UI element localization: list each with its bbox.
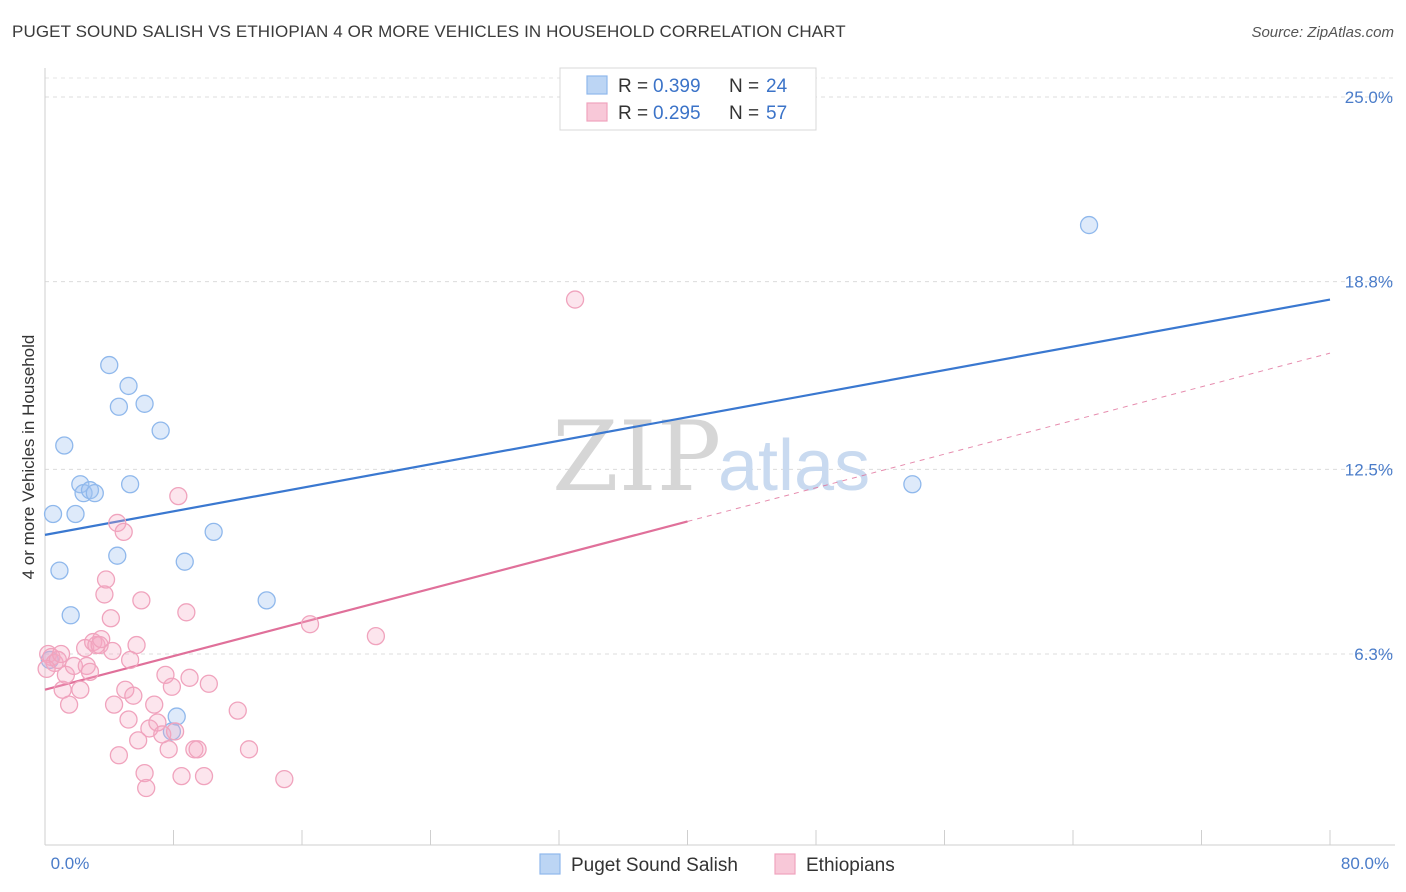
chart-source: Source: ZipAtlas.com (1251, 24, 1394, 41)
legend: R = 0.399 N = 24 R = 0.295 N = 57 (559, 67, 817, 131)
point-ethiopian-7 (59, 695, 79, 714)
y-axis-title: 4 or more Vehicles in Household (19, 335, 38, 580)
data-points (37, 215, 1099, 798)
point-ethiopian-4 (51, 644, 71, 664)
bottom-legend-swatch-1 (774, 853, 796, 875)
point-ethiopian-54 (366, 626, 386, 646)
point-salish-3 (66, 504, 85, 524)
point-ethiopian-35 (145, 695, 164, 714)
legend-n-label-0: N = (729, 76, 759, 97)
point-ethiopian-48 (194, 766, 214, 786)
point-ethiopian-19 (101, 609, 121, 628)
point-ethiopian-18 (96, 570, 116, 589)
point-ethiopian-28 (124, 686, 143, 705)
point-ethiopian-32 (135, 763, 154, 783)
legend-r-label-1: R = (618, 103, 648, 124)
point-ethiopian-51 (239, 740, 259, 759)
point-ethiopian-53 (300, 615, 320, 634)
point-ethiopian-47 (188, 740, 207, 759)
point-ethiopian-45 (180, 668, 199, 687)
point-ethiopian-24 (114, 522, 133, 542)
point-ethiopian-44 (177, 603, 196, 622)
point-salish-11 (120, 475, 140, 494)
x-tick-label-0: 0.0% (51, 854, 90, 873)
point-salish-22 (903, 475, 922, 494)
point-ethiopian-17 (95, 585, 114, 604)
point-salish-8 (108, 546, 127, 565)
point-salish-15 (175, 552, 194, 571)
point-ethiopian-30 (129, 731, 148, 750)
point-salish-9 (109, 397, 129, 416)
point-ethiopian-55 (565, 290, 585, 309)
point-ethiopian-43 (172, 766, 191, 786)
y-tick-label-1: 12.5% (1345, 460, 1393, 479)
point-ethiopian-21 (104, 695, 124, 714)
point-salish-16 (204, 522, 223, 542)
point-salish-18 (55, 436, 74, 455)
bottom-legend-label-1: Ethiopians (806, 855, 895, 876)
trend-line-0 (44, 298, 1331, 536)
point-ethiopian-9 (71, 680, 90, 699)
point-salish-10 (119, 376, 138, 396)
point-ethiopian-33 (137, 778, 156, 798)
point-ethiopian-22 (108, 513, 127, 533)
point-ethiopian-29 (127, 635, 146, 655)
point-ethiopian-56 (37, 659, 56, 679)
grid-lines (45, 77, 1395, 655)
watermark-atlas: atlas (718, 426, 870, 506)
point-ethiopian-36 (148, 713, 167, 732)
legend-r-value-1: 0.295 (653, 103, 701, 124)
bottom-legend-label-0: Puget Sound Salish (571, 855, 738, 876)
point-ethiopian-31 (132, 591, 151, 610)
point-ethiopian-26 (119, 710, 138, 729)
point-salish-13 (151, 421, 170, 440)
point-salish-21 (167, 707, 186, 726)
watermark-zip: ZIP (552, 401, 721, 513)
legend-n-value-1: 57 (766, 103, 787, 124)
trend-line-dashed-1 (687, 352, 1331, 522)
point-ethiopian-8 (64, 656, 84, 676)
point-ethiopian-0 (39, 644, 58, 664)
chart-title: PUGET SOUND SALISH VS ETHIOPIAN 4 OR MOR… (12, 22, 846, 41)
point-ethiopian-12 (80, 662, 100, 682)
legend-n-value-0: 24 (766, 76, 788, 97)
point-ethiopian-20 (103, 641, 122, 661)
point-salish-19 (100, 355, 119, 375)
legend-r-value-0: 0.399 (653, 76, 701, 97)
point-ethiopian-52 (275, 769, 294, 789)
point-salish-12 (135, 394, 154, 413)
point-ethiopian-39 (159, 740, 178, 759)
point-ethiopian-40 (162, 677, 182, 696)
legend-swatch-0 (586, 75, 608, 95)
tick-labels: 6.3% 12.5% 18.8% 25.0% 0.0% 80.0% 4 or more Ve… (19, 88, 1393, 873)
point-salish-1 (50, 561, 69, 580)
bottom-legend-swatch-0 (539, 853, 561, 875)
trend-lines (44, 298, 1331, 691)
point-ethiopian-16 (92, 629, 111, 649)
point-ethiopian-41 (165, 722, 185, 741)
point-salish-0 (43, 504, 63, 524)
legend-n-label-1: N = (729, 103, 759, 124)
y-tick-label-2: 18.8% (1345, 273, 1393, 292)
point-salish-6 (80, 481, 100, 500)
x-tick-label-1: 80.0% (1341, 854, 1389, 873)
legend-r-label-0: R = (618, 76, 648, 97)
point-ethiopian-42 (169, 486, 188, 506)
legend-swatch-1 (586, 102, 608, 122)
y-tick-label-3: 25.0% (1345, 88, 1393, 107)
bottom-legend: Puget Sound Salish Ethiopians (539, 853, 895, 876)
point-ethiopian-50 (228, 701, 247, 720)
trend-line-1 (44, 520, 688, 691)
point-salish-17 (257, 591, 276, 610)
y-tick-label-0: 6.3% (1354, 645, 1393, 664)
point-salish-2 (61, 606, 80, 625)
point-salish-7 (85, 484, 104, 503)
watermark: ZIP atlas (552, 401, 870, 513)
point-ethiopian-49 (199, 674, 218, 693)
point-ethiopian-23 (109, 746, 129, 765)
point-salish-23 (1079, 215, 1099, 235)
axes (44, 68, 1395, 846)
